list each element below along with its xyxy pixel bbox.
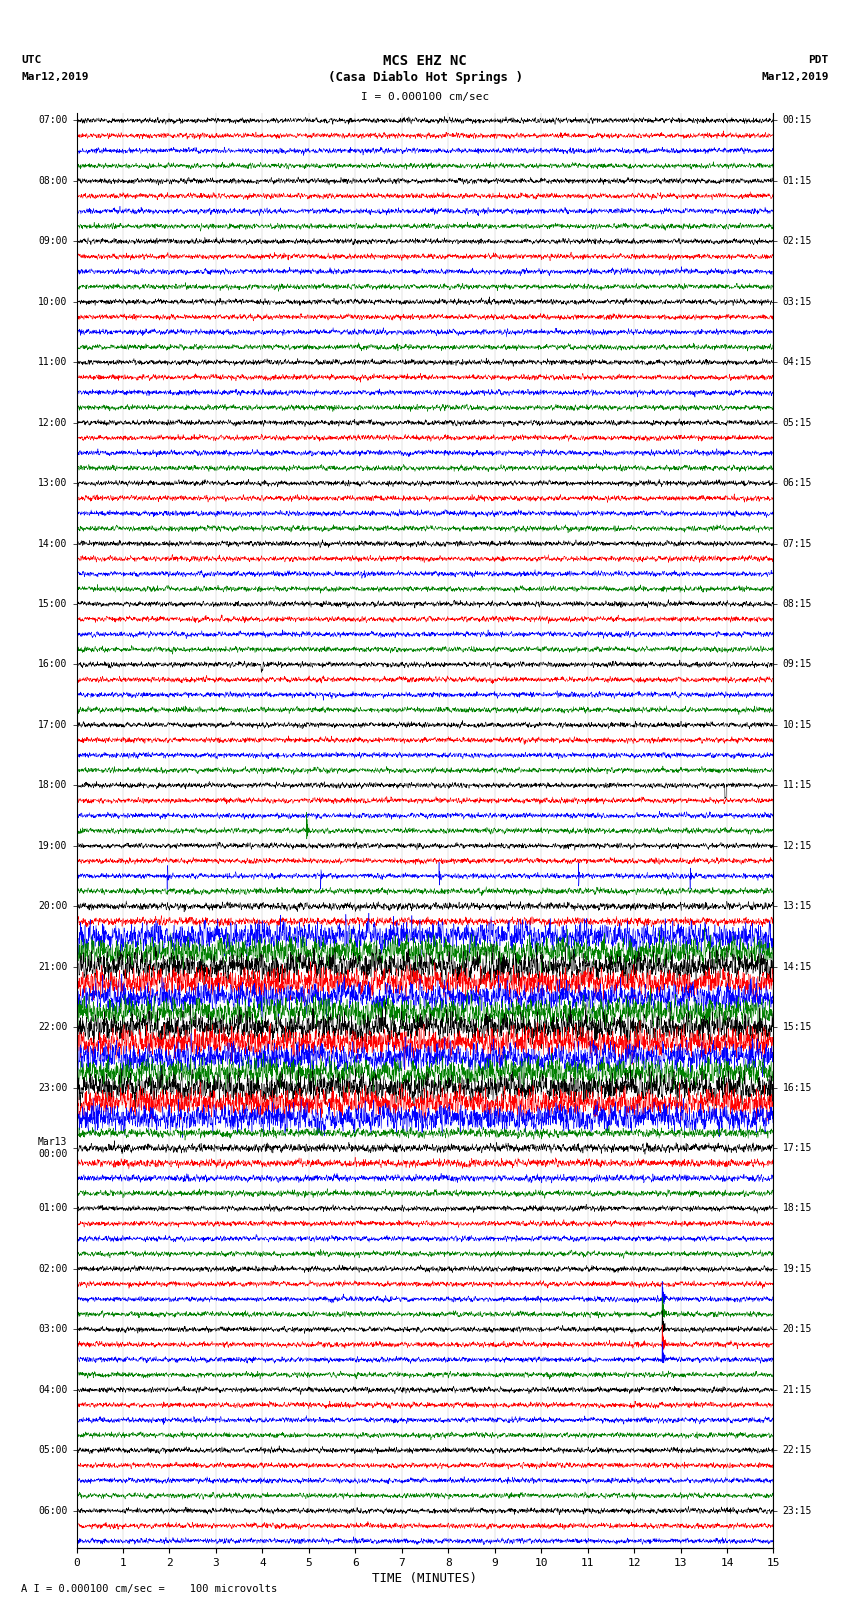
Text: MCS EHZ NC: MCS EHZ NC <box>383 53 467 68</box>
Text: (Casa Diablo Hot Springs ): (Casa Diablo Hot Springs ) <box>327 71 523 84</box>
Text: Mar12,2019: Mar12,2019 <box>21 73 88 82</box>
Text: PDT: PDT <box>808 55 829 65</box>
Text: A I = 0.000100 cm/sec =    100 microvolts: A I = 0.000100 cm/sec = 100 microvolts <box>21 1584 277 1594</box>
Text: UTC: UTC <box>21 55 42 65</box>
X-axis label: TIME (MINUTES): TIME (MINUTES) <box>372 1573 478 1586</box>
Text: Mar12,2019: Mar12,2019 <box>762 73 829 82</box>
Text: I = 0.000100 cm/sec: I = 0.000100 cm/sec <box>361 92 489 102</box>
